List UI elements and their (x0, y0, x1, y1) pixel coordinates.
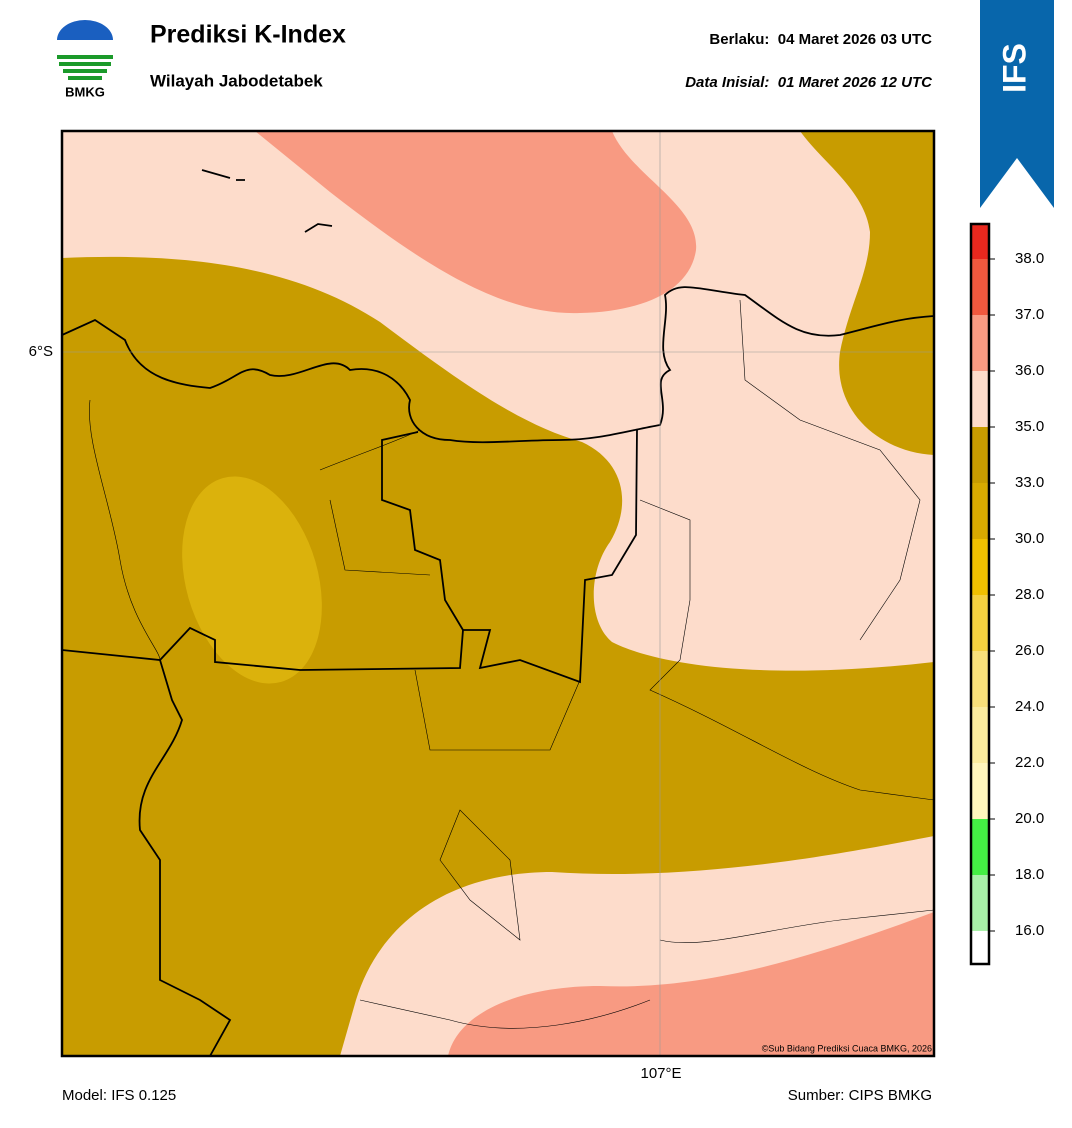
colorbar-tick-label: 33.0 (1015, 474, 1044, 491)
logo: BMKG (57, 20, 113, 99)
colorbar-band (971, 707, 989, 763)
source-label: Sumber: CIPS BMKG (788, 1087, 932, 1104)
colorbar-tick-label: 20.0 (1015, 810, 1044, 827)
colorbar-tick-label: 26.0 (1015, 642, 1044, 659)
colorbar-tick-label: 36.0 (1015, 362, 1044, 379)
colorbar-band (971, 875, 989, 931)
colorbar-band (971, 819, 989, 875)
colorbar-tick-label: 24.0 (1015, 698, 1044, 715)
region-33-35 (800, 131, 934, 455)
coastline-and-province-border (62, 169, 934, 1056)
title: Prediksi K-Index (150, 21, 346, 49)
colorbar-tick-label: 38.0 (1015, 250, 1044, 267)
colorbar-tick-label: 35.0 (1015, 418, 1044, 435)
colorbar-band (971, 483, 989, 539)
colorbar-band (971, 427, 989, 483)
lon-label: 107°E (640, 1065, 681, 1082)
region-30-33 (182, 476, 322, 684)
badge-ribbon (980, 0, 1054, 208)
colorbar-band (971, 931, 989, 964)
colorbar-band (971, 539, 989, 595)
region-36-37 (255, 131, 697, 314)
subtitle: Wilayah Jabodetabek (150, 71, 323, 90)
colorbar-tick-label: 28.0 (1015, 586, 1044, 603)
region-36-37 (448, 912, 934, 1056)
region-33-35 (62, 256, 934, 1056)
badge-text: IFS (996, 43, 1032, 93)
map-field (62, 131, 934, 1056)
colorbar-tick-label: 22.0 (1015, 754, 1044, 771)
colorbar-band (971, 315, 989, 371)
colorbar-band (971, 651, 989, 707)
colorbar-band (971, 595, 989, 651)
colorbar-band (971, 259, 989, 315)
colorbar-band (971, 371, 989, 427)
credit: ©Sub Bidang Prediksi Cuaca BMKG, 2026 (762, 1043, 932, 1053)
colorbar-tick-label: 18.0 (1015, 866, 1044, 883)
lat-label: 6°S (29, 343, 53, 360)
model-label: Model: IFS 0.125 (62, 1087, 176, 1104)
initial-time: Data Inisial: 01 Maret 2026 12 UTC (685, 74, 933, 91)
logo-text: BMKG (65, 84, 105, 99)
colorbar: 38.0 37.0 36.0 35.0 33.0 30.0 28.0 26.0 24.0 22.0… (969, 222, 1044, 966)
colorbar-tick-label: 37.0 (1015, 306, 1044, 323)
colorbar-band (971, 224, 989, 259)
colorbar-band (971, 763, 989, 819)
colorbar-tick-label: 16.0 (1015, 922, 1044, 939)
colorbar-frame (969, 222, 991, 966)
valid-time: Berlaku: 04 Maret 2026 03 UTC (709, 31, 932, 48)
colorbar-tick-label: 30.0 (1015, 530, 1044, 547)
map-frame (60, 129, 936, 1058)
